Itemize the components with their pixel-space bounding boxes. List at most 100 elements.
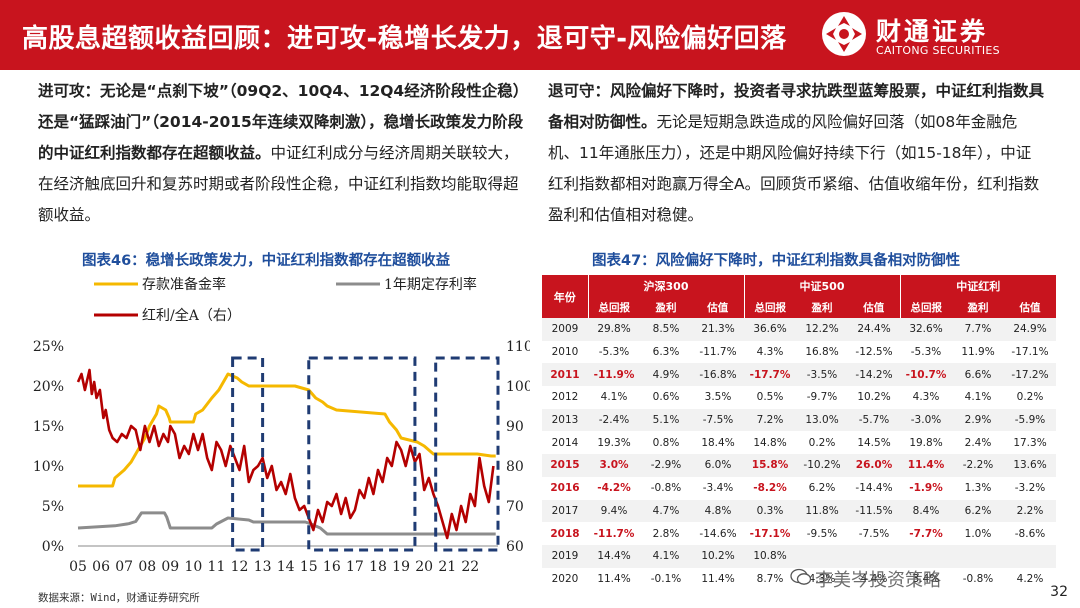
table-cell: -5.7% [848, 408, 900, 432]
highlight-box [231, 356, 265, 552]
table-cell: 19.3% [588, 431, 640, 455]
table-subheader: 盈利 [796, 297, 848, 318]
table-cell: -9.7% [796, 386, 848, 409]
legend-label: 存款准备金率 [142, 276, 226, 293]
table-cell: -14.2% [848, 363, 900, 387]
table-cell [848, 544, 900, 568]
table-cell: -2.9% [640, 454, 692, 477]
table-cell: 10.2% [692, 544, 744, 568]
x-tick-label: 14 [277, 559, 295, 575]
table-subheader: 估值 [692, 297, 744, 318]
table-cell: 4.3% [900, 386, 952, 409]
table-cell: -11.7% [692, 340, 744, 364]
table-cell: -3.0% [900, 408, 952, 432]
table-cell: -7.7% [900, 522, 952, 545]
watermark: 李美岑投资策略 [815, 570, 941, 591]
table-cell: -0.8% [640, 476, 692, 500]
right-paragraph-bold: 退可守：风险偏好下降时，投资者寻求抗跌型蓝筹股票，中证红利指数具备相对防御性。 [548, 82, 1045, 131]
table-cell: 32.6% [900, 318, 952, 341]
table-cell: -10.7% [900, 363, 952, 387]
table-cell: 4.2% [1004, 567, 1056, 591]
table-cell: 2.2% [1004, 499, 1056, 523]
y-tick-right: 80 [506, 459, 524, 475]
table-cell: -10.2% [796, 454, 848, 477]
highlight-box [307, 356, 417, 552]
page-number: 32 [1050, 584, 1068, 600]
table-cell: 6.2% [796, 476, 848, 500]
table-cell: 10.2% [848, 386, 900, 409]
table-row: 2010 -5.3% 6.3% -11.7% 4.3% 16.8% -12.5% -5.3% 1… [542, 340, 1056, 364]
y-tick-right: 60 [506, 539, 524, 555]
table-cell [900, 544, 952, 568]
table-row: 2019 14.4% 4.1% 10.2% 10.8% [542, 544, 1056, 568]
table-cell: 16.8% [796, 340, 848, 364]
y-tick-right: 90 [506, 419, 524, 435]
table-cell-year: 2010 [542, 340, 588, 364]
table-cell: -3.2% [1004, 476, 1056, 500]
y-tick-right: 110 [506, 339, 530, 355]
x-tick-label: 17 [346, 559, 364, 575]
table-cell: 19.8% [900, 431, 952, 455]
x-tick-label: 19 [392, 559, 410, 575]
table-cell: -2.2% [952, 454, 1004, 477]
table-cell: -5.9% [1004, 408, 1056, 432]
table-cell: 5.1% [640, 408, 692, 432]
table-cell: -0.1% [640, 567, 692, 591]
left-paragraph-normal: 中证红利成分与经济周期关联较大，在经济触底回升和复苏时期或者阶段性企稳，中证红利… [38, 144, 519, 224]
table-cell-year: 2015 [542, 454, 588, 477]
table-cell: 4.1% [952, 386, 1004, 409]
page-title: 高股息超额收益回顾：进可攻-稳增长发力，退可守-风险偏好回落 [22, 24, 787, 54]
table-cell: 36.6% [744, 318, 796, 341]
table-cell: -17.7% [744, 363, 796, 387]
x-tick-label: 16 [323, 559, 341, 575]
table-cell: 13.6% [1004, 454, 1056, 477]
left-paragraph: 进可攻：无论是“点刹下坡”（09Q2、10Q4、12Q4经济阶段性企稳）还是“猛… [38, 76, 526, 231]
table-row: 2020 11.4% -0.1% 11.4% 8.7% 4.3% 4.4% 3.4% -0.8%… [542, 567, 1056, 591]
table-cell-year: 2016 [542, 476, 588, 500]
table-cell: 8.7% [744, 567, 796, 591]
table-group-header: 中证红利 [899, 275, 1056, 297]
table-cell: 0.8% [640, 431, 692, 455]
table-subheader: 总回报 [743, 297, 796, 318]
table-cell: -0.8% [952, 567, 1004, 591]
table-group-header: 中证500 [743, 275, 900, 297]
right-paragraph-normal: 无论是短期急跌造成的风险偏好回落（如08年金融危机、11年通胀压力），还是中期风… [548, 113, 1040, 224]
table-cell: -14.4% [848, 476, 900, 500]
table-cell: 11.8% [796, 499, 848, 523]
table-cell: 3.5% [692, 386, 744, 409]
table-cell: -11.7% [588, 522, 640, 545]
chart-title: 图表46：稳增长政策发力，中证红利指数都存在超额收益 [82, 253, 451, 269]
left-paragraph-bold: 进可攻：无论是“点刹下坡”（09Q2、10Q4、12Q4经济阶段性企稳）还是“猛… [38, 82, 524, 162]
table-cell: 0.5% [744, 386, 796, 409]
x-tick-label: 21 [438, 559, 456, 575]
table-subheader: 总回报 [899, 297, 952, 318]
table-cell: 0.6% [640, 386, 692, 409]
table-cell: 11.4% [900, 454, 952, 477]
table-cell: -17.1% [1004, 340, 1056, 364]
table-cell: -14.6% [692, 522, 744, 545]
table-cell: 4.7% [640, 499, 692, 523]
legend-label: 红利/全A（右） [142, 307, 241, 324]
series-line [77, 511, 496, 536]
table-cell: -9.5% [796, 522, 848, 545]
table-cell-year: 2011 [542, 363, 588, 387]
table-cell: 7.7% [952, 318, 1004, 341]
table-cell: 2.8% [640, 522, 692, 545]
y-tick-left: 10% [33, 459, 64, 475]
table-row: 2015 3.0% -2.9% 6.0% 15.8% -10.2% 26.0% 11.4% -2… [542, 454, 1056, 477]
table-cell: -3.4% [692, 476, 744, 500]
table-cell: 6.6% [952, 363, 1004, 387]
table-cell: 2.4% [952, 431, 1004, 455]
table-subheader: 总回报 [587, 297, 640, 318]
table-cell: 29.8% [588, 318, 640, 341]
table-cell: 6.2% [952, 499, 1004, 523]
table-row: 2011 -11.9% 4.9% -16.8% -17.7% -3.5% -14.2% -10… [542, 363, 1056, 387]
table-cell: 12.2% [796, 318, 848, 341]
table-cell: 24.9% [1004, 318, 1056, 341]
table-cell-year: 2012 [542, 386, 588, 409]
x-tick-label: 20 [415, 559, 433, 575]
table-cell-year: 2017 [542, 499, 588, 523]
table-cell: 6.0% [692, 454, 744, 477]
x-tick-label: 15 [300, 559, 318, 575]
